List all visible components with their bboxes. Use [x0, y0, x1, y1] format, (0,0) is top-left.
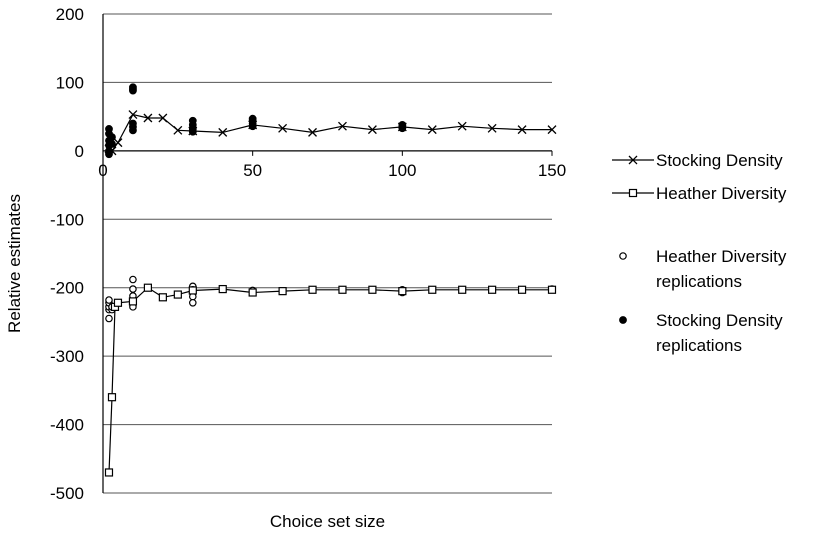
- plot-series: [104, 83, 557, 477]
- x-tick-label: 150: [538, 161, 566, 180]
- y-tick-label: -400: [50, 416, 84, 435]
- square-marker: [218, 284, 227, 294]
- series-line: [108, 113, 552, 152]
- filled-circle-marker: [108, 133, 116, 142]
- x-marker: [487, 123, 497, 133]
- x-marker: [158, 113, 168, 123]
- legend-label: Stocking Density: [656, 311, 783, 330]
- square-marker: [143, 283, 152, 292]
- y-tick-label: -500: [50, 484, 84, 503]
- open-circle-marker: [129, 285, 137, 293]
- x-marker: [107, 146, 117, 156]
- square-marker: [517, 285, 527, 294]
- x-marker: [427, 125, 437, 135]
- filled-circle-marker: [105, 125, 113, 133]
- y-tick-label: 100: [56, 73, 84, 92]
- gridlines: [102, 13, 553, 494]
- series-2: [105, 275, 556, 323]
- series-line: [108, 286, 552, 473]
- y-axis-title: Relative estimates: [5, 194, 24, 333]
- filled-circle-marker: [619, 316, 627, 324]
- x-tick-label: 100: [388, 161, 416, 180]
- x-marker: [128, 110, 138, 120]
- square-marker: [248, 288, 257, 297]
- square-marker: [173, 290, 182, 299]
- x-marker: [248, 120, 258, 130]
- square-marker: [458, 285, 467, 294]
- square-marker: [158, 293, 167, 302]
- x-marker: [338, 121, 347, 131]
- filled-circle-marker: [129, 119, 137, 128]
- square-marker: [308, 285, 317, 294]
- x-marker: [397, 122, 407, 132]
- y-tick-label: -300: [50, 347, 84, 366]
- open-circle-marker: [129, 275, 137, 284]
- x-marker: [367, 125, 377, 135]
- square-marker: [547, 285, 557, 294]
- series-1: [104, 283, 557, 477]
- legend-label: replications: [656, 272, 742, 291]
- x-marker: [457, 121, 467, 131]
- x-marker: [188, 126, 198, 136]
- y-tick-label: 200: [56, 5, 84, 24]
- x-marker: [517, 125, 527, 135]
- legend-item: Heather Diversity replications: [619, 247, 787, 291]
- y-tick-labels: 200 100 0 -100 -200 -300 -400 -500: [50, 5, 84, 503]
- square-marker: [398, 287, 407, 296]
- legend-label: replications: [656, 336, 742, 355]
- legend-item: Heather Diversity: [612, 184, 787, 203]
- series-0: [104, 110, 557, 156]
- square-marker: [107, 393, 117, 402]
- y-tick-label: -200: [50, 279, 84, 298]
- filled-circle-marker: [129, 83, 137, 92]
- y-tick-label: -100: [50, 210, 84, 229]
- square-marker: [278, 287, 287, 296]
- square-marker: [628, 188, 638, 198]
- x-marker: [143, 113, 153, 123]
- y-tick-label: 0: [75, 142, 84, 161]
- legend-label: Heather Diversity: [656, 184, 787, 203]
- x-tick-labels: 0 50 100 150: [98, 161, 566, 180]
- x-marker: [308, 127, 317, 137]
- square-marker: [338, 285, 347, 294]
- square-marker: [113, 298, 123, 307]
- filled-circle-marker: [188, 116, 197, 125]
- square-marker: [188, 286, 197, 295]
- filled-circle-marker: [248, 114, 257, 123]
- x-marker: [547, 125, 557, 135]
- open-circle-marker: [105, 314, 113, 323]
- x-marker: [173, 125, 183, 135]
- square-marker: [488, 285, 497, 294]
- legend-item: Stocking Density replications: [619, 311, 783, 355]
- x-marker: [278, 123, 288, 133]
- square-marker: [368, 285, 377, 294]
- x-tick-label: 0: [98, 161, 107, 180]
- square-marker: [128, 297, 138, 306]
- square-marker: [104, 468, 114, 477]
- x-tick-label: 50: [243, 161, 262, 180]
- legend-label: Heather Diversity: [656, 247, 787, 266]
- open-circle-marker: [105, 296, 113, 304]
- legend-label: Stocking Density: [656, 151, 783, 170]
- x-marker: [628, 155, 638, 165]
- open-circle-marker: [189, 298, 197, 307]
- square-marker: [428, 285, 437, 294]
- x-marker: [218, 127, 228, 137]
- open-circle-marker: [619, 252, 627, 260]
- x-axis-title: Choice set size: [270, 512, 385, 531]
- x-marker: [113, 138, 123, 148]
- legend-item: Stocking Density: [612, 151, 783, 170]
